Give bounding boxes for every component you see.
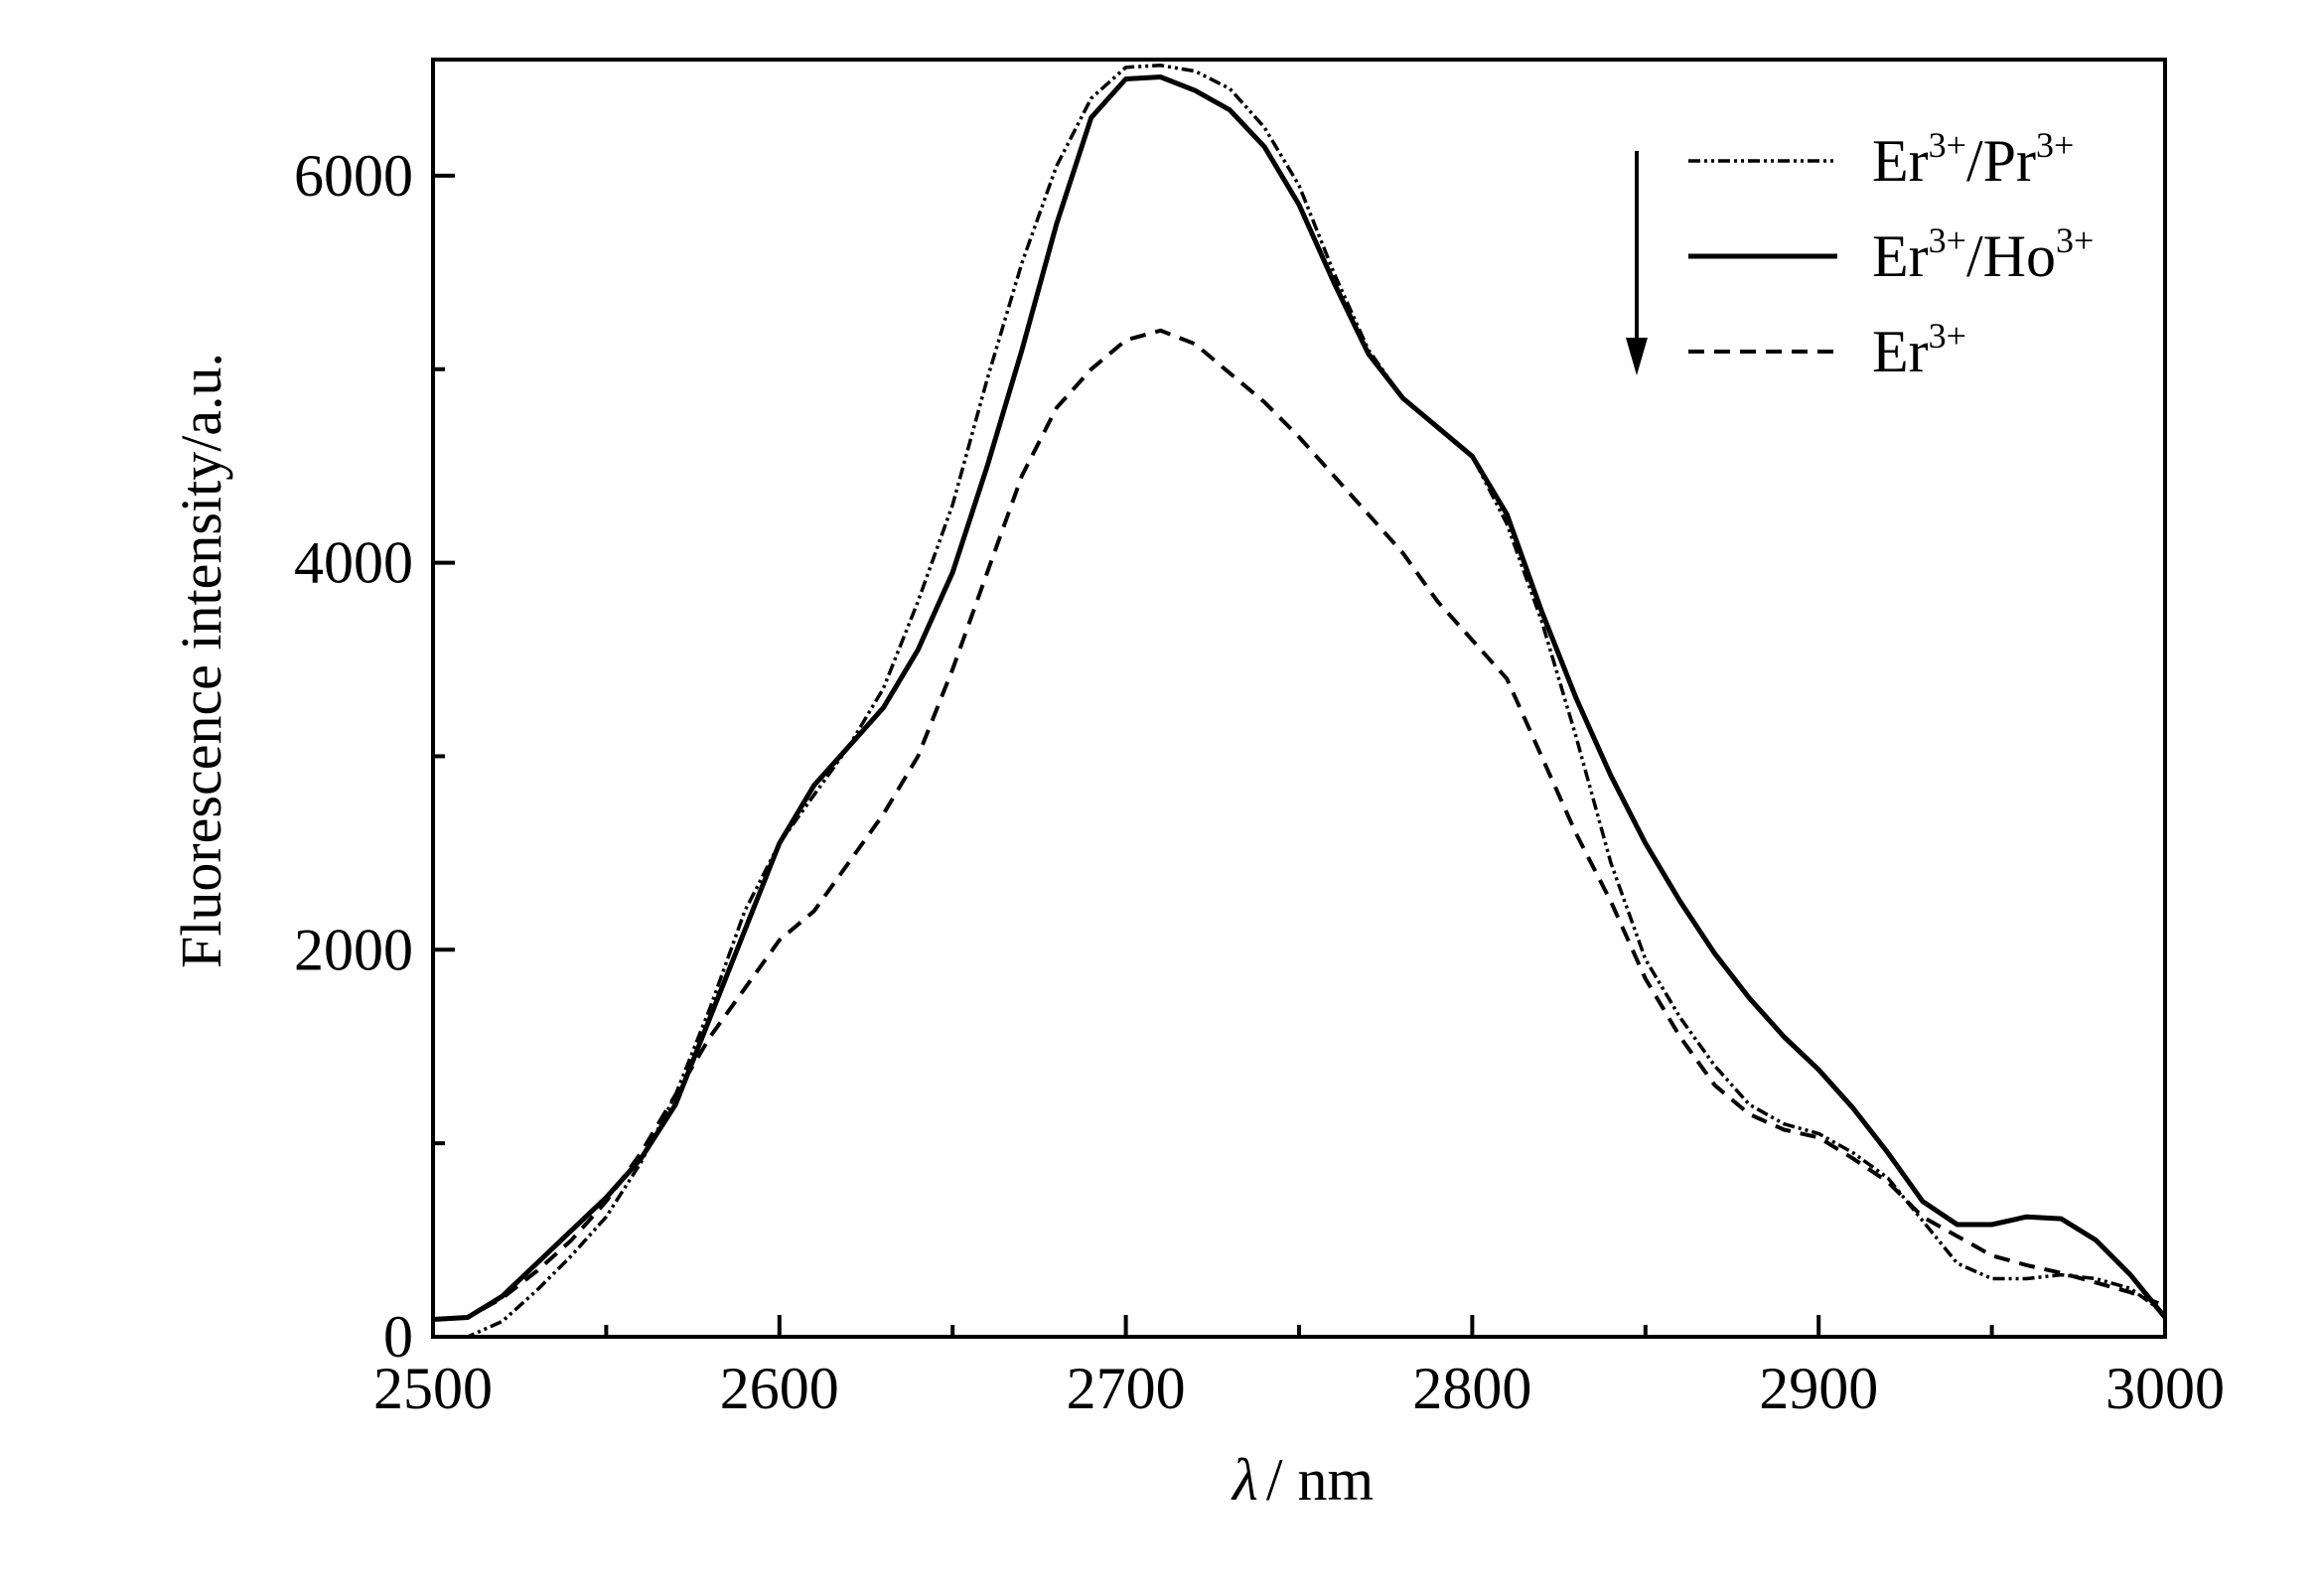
y-tick-label: 4000 bbox=[294, 530, 413, 596]
series-line-3 bbox=[432, 328, 2166, 1322]
legend-label-2: Er3+/Ho3+ bbox=[1872, 220, 2094, 289]
y-axis-title-group: Fluorescence intensity/a.u. bbox=[169, 353, 233, 968]
plot-frame bbox=[431, 58, 2167, 1339]
y-tick-label: 0 bbox=[383, 1304, 413, 1370]
x-tick-label: 2600 bbox=[720, 1356, 839, 1421]
x-tick-label: 2700 bbox=[1067, 1356, 1186, 1421]
y-tick-label: 6000 bbox=[294, 143, 413, 209]
x-tick-label: 2500 bbox=[373, 1356, 493, 1421]
x-axis-title: λ / nm bbox=[1231, 1447, 1374, 1513]
x-tick-label: 2900 bbox=[1759, 1356, 1878, 1421]
series-line-2 bbox=[432, 74, 2167, 1322]
series-line-1 bbox=[433, 64, 2167, 1339]
x-tick-label: 3000 bbox=[2105, 1356, 2225, 1421]
y-axis-title: Fluorescence intensity/a.u. bbox=[169, 353, 233, 968]
legend: Er3+/Pr3+ Er3+/Ho3+ Er3+ bbox=[1626, 125, 2094, 384]
x-tick-label: 2800 bbox=[1412, 1356, 1531, 1421]
y-tick-label: 2000 bbox=[294, 917, 413, 982]
legend-label-3: Er3+ bbox=[1872, 316, 1966, 384]
legend-label-1: Er3+/Pr3+ bbox=[1872, 125, 2074, 194]
x-axis-title-unit: / nm bbox=[1266, 1447, 1374, 1513]
axis-ticks: 2500 2600 2700 2800 2900 3000 0 2000 4000 6000 bbox=[294, 143, 2225, 1421]
x-axis-title-symbol: λ bbox=[1231, 1447, 1258, 1513]
series-lines bbox=[432, 64, 2167, 1339]
legend-arrow-head bbox=[1626, 338, 1648, 375]
